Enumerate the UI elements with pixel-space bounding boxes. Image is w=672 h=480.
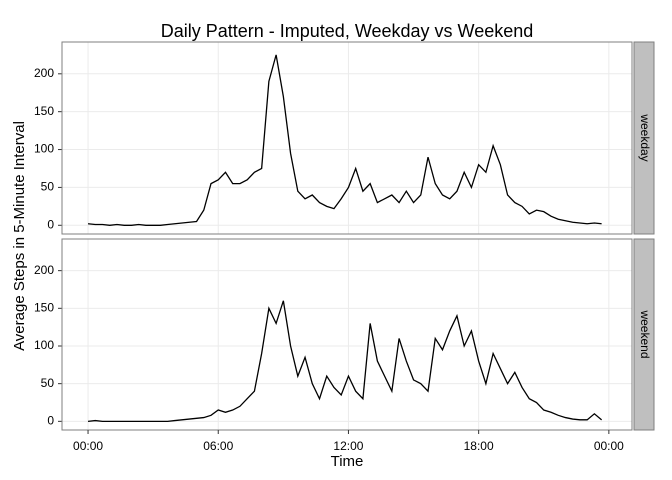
strip-label: weekend <box>638 309 652 358</box>
y-tick-label: 0 <box>47 217 54 231</box>
y-tick-label: 200 <box>34 263 54 277</box>
strip <box>633 238 655 431</box>
chart-title: Daily Pattern - Imputed, Weekday vs Week… <box>161 21 534 41</box>
data-line <box>87 300 603 422</box>
panel-border <box>61 41 633 235</box>
data-line <box>87 54 602 226</box>
panel-background <box>62 239 632 430</box>
x-tick-label: 00:00 <box>594 439 624 453</box>
y-axis-label: Average Steps in 5-Minute Interval <box>11 121 28 351</box>
y-tick-label: 150 <box>34 300 54 314</box>
x-axis-label: Time <box>331 453 364 470</box>
y-tick-label: 150 <box>34 104 54 118</box>
panel-background <box>62 42 632 234</box>
strip <box>633 41 655 235</box>
y-tick-label: 100 <box>34 142 54 156</box>
x-tick-label: 06:00 <box>203 439 233 453</box>
y-tick-label: 50 <box>41 180 55 194</box>
x-tick-label: 18:00 <box>464 439 494 453</box>
x-tick-label: 00:00 <box>73 439 103 453</box>
x-tick-label: 12:00 <box>333 439 363 453</box>
y-tick-label: 0 <box>47 414 54 428</box>
y-tick-label: 100 <box>34 338 54 352</box>
panel-border <box>61 238 633 431</box>
y-tick-label: 200 <box>34 66 54 80</box>
strip-label: weekday <box>638 113 652 161</box>
y-tick-label: 50 <box>41 376 55 390</box>
